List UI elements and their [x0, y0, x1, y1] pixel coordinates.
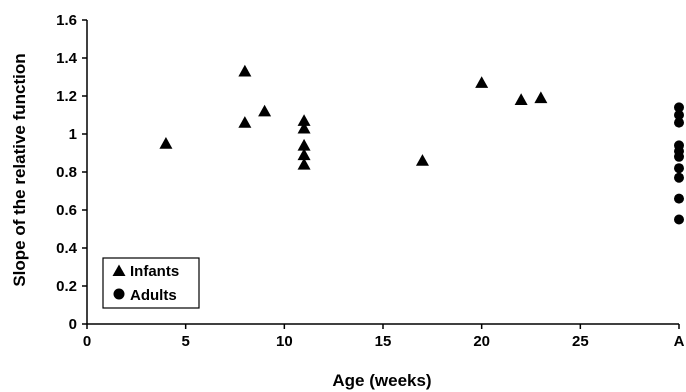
x-tick-label: 5 [181, 333, 189, 350]
infants-point [238, 64, 252, 77]
x-tick-label: 0 [83, 333, 91, 350]
y-tick-label: 1 [69, 126, 77, 143]
infants-point [258, 104, 272, 117]
adults-point [674, 110, 684, 120]
x-tick-label: 25 [572, 333, 589, 350]
infants-point [534, 91, 548, 104]
x-tick-label: 20 [473, 333, 490, 350]
x-tick-label: 15 [375, 333, 392, 350]
x-tick-label: 10 [276, 333, 293, 350]
x-axis-ticks: 0 5 10 15 20 25 A [83, 324, 685, 350]
legend-marker-adults [113, 288, 125, 300]
y-axis-ticks: 0 0.2 0.4 0.6 0.8 1 1.2 1.4 1.6 [56, 12, 87, 333]
infants-point [514, 93, 528, 105]
y-axis-title: Slope of the relative function [10, 53, 29, 286]
infants-point [475, 76, 489, 88]
adults-point [674, 172, 684, 183]
adults-point [674, 214, 684, 225]
legend-marker-infants [112, 264, 126, 276]
x-tick-label: A [674, 333, 685, 350]
infants-point [297, 114, 311, 126]
infants-point [297, 148, 311, 161]
infants-point [238, 116, 252, 128]
infants-point [297, 121, 311, 134]
y-tick-label: 0.8 [56, 164, 77, 181]
data-points [159, 64, 684, 225]
y-tick-label: 1.4 [56, 50, 78, 67]
adults-point [674, 151, 684, 162]
legend: Infants Adults [102, 257, 200, 309]
adults-point [674, 102, 684, 113]
adults-point [674, 163, 684, 174]
legend-label-infants: Infants [130, 263, 179, 280]
infants-point [297, 138, 311, 151]
y-tick-label: 0 [69, 316, 77, 333]
x-axis-title: Age (weeks) [332, 371, 431, 390]
y-tick-label: 1.6 [56, 12, 77, 29]
adults-point [674, 193, 684, 204]
y-tick-label: 0.2 [56, 278, 77, 295]
y-tick-label: 1.2 [56, 88, 77, 105]
infants-point [415, 154, 429, 166]
adults-point [674, 117, 684, 128]
y-tick-label: 0.4 [56, 240, 78, 257]
infants-point [297, 157, 311, 170]
y-tick-label: 0.6 [56, 202, 77, 219]
legend-label-adults: Adults [130, 287, 177, 304]
infants-point [159, 137, 173, 149]
